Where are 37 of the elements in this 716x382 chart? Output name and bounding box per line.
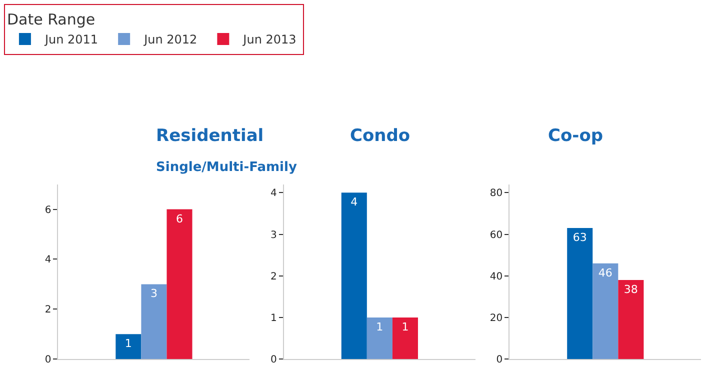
y-tick-label: 20	[490, 313, 503, 324]
bar	[166, 209, 192, 360]
data-label: 1	[124, 337, 132, 350]
bar	[592, 263, 618, 360]
y-tick-label: 40	[490, 271, 503, 282]
y-tick-label: 0	[270, 354, 277, 366]
y-tick-label: 2	[270, 271, 277, 282]
y-tick-label: 4	[270, 188, 277, 200]
y-tick-label: 3	[270, 230, 277, 241]
bar	[141, 284, 167, 360]
y-tick-label: 80	[490, 188, 503, 200]
y-tick-label: 6	[44, 204, 52, 216]
y-tick-label: 2	[44, 304, 52, 316]
y-tick-label: 4	[44, 254, 52, 266]
legend-label: Jun 2013	[242, 32, 296, 47]
legend-label: Jun 2012	[143, 32, 198, 47]
chart-title: Co-op	[548, 126, 604, 146]
chart-subtitle: Single/Multi-Family	[156, 160, 298, 175]
bar	[116, 334, 142, 360]
legend-title: Date Range	[6, 10, 96, 28]
data-label: 63	[572, 231, 587, 244]
bar	[618, 280, 644, 360]
chart-title: Residential	[156, 126, 264, 146]
data-label: 4	[350, 196, 358, 209]
y-tick-label: 0	[44, 354, 52, 366]
y-tick-label: 1	[270, 313, 277, 324]
y-tick-label: 0	[496, 354, 503, 366]
y-tick-label: 60	[490, 230, 503, 241]
data-label: 38	[624, 283, 638, 296]
data-label: 1	[402, 320, 409, 334]
data-label: 1	[376, 320, 384, 334]
data-label: 46	[598, 266, 612, 280]
data-label: 6	[176, 212, 183, 226]
chart-title: Condo	[350, 126, 410, 146]
legend-label: Jun 2011	[44, 32, 98, 47]
bar	[567, 228, 593, 360]
data-label: 3	[150, 287, 158, 300]
